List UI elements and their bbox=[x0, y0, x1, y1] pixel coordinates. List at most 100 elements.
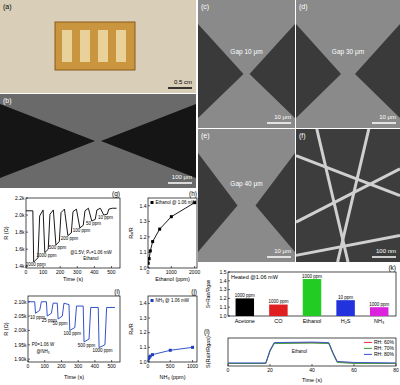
x-tick-label: 400 bbox=[90, 269, 99, 275]
legend-line bbox=[364, 354, 372, 355]
x-tick-label: 60 bbox=[351, 367, 357, 373]
x-axis-label: Ethanol (ppm) bbox=[155, 276, 190, 282]
panel-background bbox=[296, 0, 400, 128]
annotation: Ethanol bbox=[83, 256, 98, 261]
y-axis-label: R (Ω) bbox=[3, 322, 9, 335]
x-tick-label: 400 bbox=[91, 363, 100, 369]
y-tick-label: 1.95k bbox=[14, 342, 27, 348]
image-panel: (e)10 μmGap 40 μm bbox=[198, 129, 295, 262]
y-tick bbox=[148, 362, 150, 363]
x-tick-label: 500 bbox=[107, 363, 116, 369]
scale-bar bbox=[168, 87, 192, 89]
y-tick-label: 1.0 bbox=[140, 265, 147, 271]
x-tick-label: 1000 bbox=[187, 363, 198, 369]
x-tick bbox=[78, 360, 79, 362]
electrode bbox=[296, 24, 341, 118]
x-tick bbox=[270, 364, 271, 366]
y-axis-label: Rₐ/R bbox=[128, 227, 134, 239]
bar-annotation: 1000 ppm bbox=[235, 293, 255, 298]
y-tick-label: 1.0 bbox=[220, 313, 227, 319]
chart-title: Heated @1.06 mW bbox=[231, 274, 279, 280]
series-line bbox=[148, 203, 194, 264]
bar bbox=[370, 307, 388, 316]
panel-background bbox=[0, 94, 196, 188]
scale-bar bbox=[267, 122, 291, 124]
y-tick bbox=[26, 215, 28, 216]
x-tick bbox=[111, 360, 112, 362]
x-tick-label: 0 bbox=[27, 363, 30, 369]
x-tick bbox=[192, 360, 193, 362]
plot-frame bbox=[148, 198, 197, 268]
bar bbox=[269, 305, 287, 316]
x-tick bbox=[171, 266, 172, 268]
plot-frame bbox=[28, 296, 120, 362]
y-tick bbox=[26, 249, 28, 250]
image-panel: (b)100 μm bbox=[0, 94, 196, 188]
panel-label: (g) bbox=[112, 190, 120, 198]
x-tick bbox=[94, 360, 95, 362]
x-tick bbox=[28, 360, 29, 362]
y-tick bbox=[26, 198, 28, 199]
legend-line bbox=[364, 342, 372, 343]
y-tick-label: 1.1 bbox=[220, 304, 227, 310]
x-tick-label: 100 bbox=[41, 363, 50, 369]
panel-label: (j) bbox=[191, 288, 197, 296]
point-marker bbox=[148, 262, 150, 265]
x-tick bbox=[111, 266, 112, 268]
y-tick bbox=[148, 332, 150, 333]
x-tick-label: Acetone bbox=[235, 318, 255, 324]
x-tick-label: 300 bbox=[74, 363, 83, 369]
y-tick-label: 1.4 bbox=[140, 203, 147, 209]
y-tick-label: 1.3 bbox=[140, 315, 147, 321]
x-tick bbox=[194, 266, 195, 268]
scale-bar-label: 10 μm bbox=[379, 114, 396, 120]
chart-line: 050010001.01.11.21.31.4NH₃ @ 1.06 mWNH₃ … bbox=[128, 288, 199, 380]
y-axis-label: S(Rair/Rgas) bbox=[205, 336, 211, 368]
y-tick-label: 2.0k bbox=[15, 212, 25, 218]
image-panel: (c)10 μmGap 10 μm bbox=[198, 0, 295, 128]
annotation: 2000 ppm bbox=[26, 262, 46, 267]
annotation: 50 ppm bbox=[53, 321, 68, 326]
y-tick bbox=[28, 344, 30, 345]
image-panel: (a)0.5 cm bbox=[0, 0, 196, 93]
plot-data bbox=[148, 346, 194, 361]
panel-background bbox=[198, 0, 295, 128]
annotation: 500 ppm bbox=[49, 245, 67, 250]
plot-frame bbox=[228, 338, 396, 366]
plot-data bbox=[28, 302, 115, 348]
electrode bbox=[355, 24, 400, 118]
panel-label: (h) bbox=[189, 190, 197, 198]
y-tick bbox=[28, 330, 30, 331]
panel-background bbox=[0, 0, 196, 93]
point-marker bbox=[191, 346, 194, 349]
y-tick bbox=[148, 268, 150, 269]
bar bbox=[303, 279, 321, 316]
bar-annotation: 1000 ppm bbox=[302, 274, 322, 279]
bar-annotation: 1000 ppm bbox=[369, 302, 389, 307]
x-tick-label: 200 bbox=[56, 269, 65, 275]
scale-bar-label: 100 nm bbox=[376, 248, 396, 254]
point-marker bbox=[151, 240, 154, 243]
annotation: 100 ppm bbox=[73, 228, 91, 233]
y-tick-label: 1.3 bbox=[140, 218, 147, 224]
x-tick-label: 300 bbox=[73, 269, 82, 275]
series-line bbox=[228, 343, 396, 363]
annotation: P0=1.06 W bbox=[32, 342, 55, 347]
image-panel: (f)100 nm bbox=[296, 129, 400, 262]
electrode bbox=[80, 30, 90, 62]
y-tick bbox=[228, 280, 230, 281]
gap-caption: Gap 30 μm bbox=[332, 48, 364, 56]
scale-bar bbox=[168, 182, 192, 184]
series-line bbox=[228, 342, 396, 363]
x-tick bbox=[77, 266, 78, 268]
plot-frame bbox=[228, 272, 396, 316]
electrode bbox=[0, 104, 95, 178]
legend-line bbox=[364, 348, 372, 349]
x-tick-label: 0 bbox=[147, 363, 150, 369]
panel-label: (a) bbox=[3, 3, 12, 11]
legend-marker bbox=[151, 299, 154, 302]
x-tick-label: CO bbox=[274, 318, 283, 324]
y-tick-label: 1.2 bbox=[220, 295, 227, 301]
plot-data bbox=[148, 201, 196, 265]
x-tick-label: 500 bbox=[166, 363, 175, 369]
